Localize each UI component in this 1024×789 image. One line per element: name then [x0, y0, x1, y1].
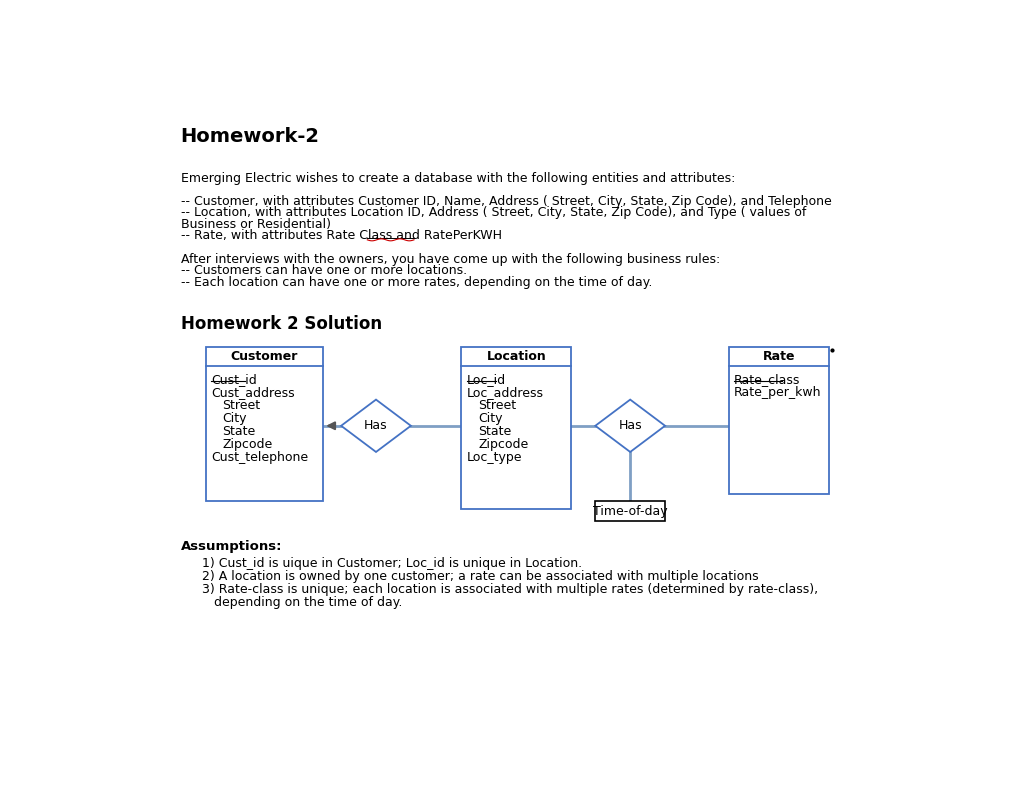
Text: Location: Location — [486, 350, 546, 363]
Text: City: City — [222, 412, 247, 425]
Text: Cust_id: Cust_id — [211, 372, 257, 386]
Text: 3) Rate-class is unique; each location is associated with multiple rates (determ: 3) Rate-class is unique; each location i… — [202, 583, 818, 596]
Text: Has: Has — [365, 419, 388, 432]
Text: Loc_address: Loc_address — [467, 386, 544, 398]
Text: Has: Has — [618, 419, 642, 432]
Text: Time-of-day: Time-of-day — [593, 505, 668, 518]
Text: 2) A location is owned by one customer; a rate can be associated with multiple l: 2) A location is owned by one customer; … — [202, 570, 758, 583]
Text: Cust_address: Cust_address — [211, 386, 295, 398]
Text: Street: Street — [222, 398, 261, 412]
Text: Rate_class: Rate_class — [734, 372, 801, 386]
Text: Street: Street — [478, 398, 516, 412]
Text: -- Customers can have one or more locations.: -- Customers can have one or more locati… — [180, 264, 467, 277]
Text: Zipcode: Zipcode — [222, 438, 272, 451]
Bar — [206, 347, 324, 501]
Text: Cust_telephone: Cust_telephone — [211, 451, 308, 464]
Bar — [461, 347, 571, 509]
Text: Loc_type: Loc_type — [467, 451, 522, 464]
Text: -- Each location can have one or more rates, depending on the time of day.: -- Each location can have one or more ra… — [180, 275, 652, 289]
Text: -- Rate, with attributes Rate Class and RatePerKWH: -- Rate, with attributes Rate Class and … — [180, 230, 502, 242]
Text: State: State — [478, 425, 512, 438]
Text: Rate: Rate — [763, 350, 796, 363]
Text: Assumptions:: Assumptions: — [180, 540, 283, 553]
Text: depending on the time of day.: depending on the time of day. — [202, 596, 402, 609]
Bar — [729, 347, 829, 494]
Polygon shape — [341, 399, 411, 452]
Text: 1) Cust_id is uique in Customer; Loc_id is unique in Location.: 1) Cust_id is uique in Customer; Loc_id … — [202, 557, 582, 570]
Text: Business or Residential): Business or Residential) — [180, 218, 331, 231]
Text: Emerging Electric wishes to create a database with the following entities and at: Emerging Electric wishes to create a dat… — [180, 172, 735, 185]
Text: Zipcode: Zipcode — [478, 438, 528, 451]
Text: Homework-2: Homework-2 — [180, 127, 319, 146]
Text: After interviews with the owners, you have come up with the following business r: After interviews with the owners, you ha… — [180, 252, 720, 266]
Text: City: City — [478, 412, 503, 425]
Polygon shape — [595, 399, 665, 452]
Bar — [595, 501, 665, 522]
Text: Customer: Customer — [230, 350, 298, 363]
Text: -- Customer, with attributes Customer ID, Name, Address ( Street, City, State, Z: -- Customer, with attributes Customer ID… — [180, 195, 831, 208]
Text: Rate_per_kwh: Rate_per_kwh — [734, 386, 821, 398]
Text: State: State — [222, 425, 256, 438]
Text: -- Location, with attributes Location ID, Address ( Street, City, State, Zip Cod: -- Location, with attributes Location ID… — [180, 207, 806, 219]
Text: Loc_id: Loc_id — [467, 372, 506, 386]
Text: Homework 2 Solution: Homework 2 Solution — [180, 315, 382, 333]
